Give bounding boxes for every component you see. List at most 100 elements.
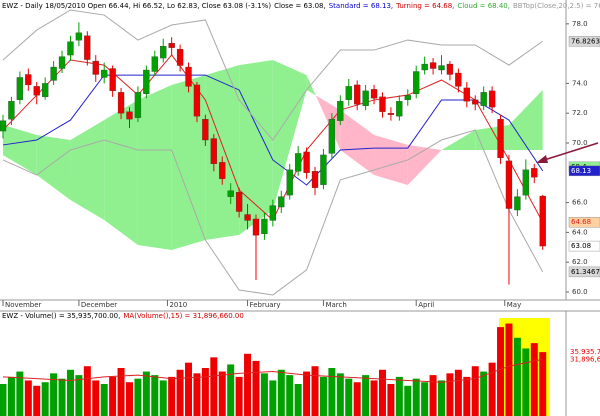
volume-bar [100,384,108,416]
volume-bar [328,368,336,416]
volume-bar [370,380,378,416]
x-tick-label: April [418,301,434,309]
candle-body [185,66,192,87]
volume-bar [522,348,530,416]
candle-body [396,101,403,117]
volume-bar [277,369,285,416]
candle-body [160,46,167,59]
candle-body [438,65,445,71]
volume-bar [294,384,302,416]
volume-bar [336,373,344,416]
candle-body [286,169,293,196]
cloud [3,124,37,176]
volume-panel: EWZ - Volume() = 35,935,700.00, MA(Volume… [0,312,547,416]
cloud [137,85,172,250]
candle-body [294,153,302,172]
volume-bar [50,373,58,416]
candle-body [531,168,538,178]
candle-body [168,43,175,48]
price-label-box [568,217,600,228]
volume-bar [488,362,496,416]
candle-body [539,195,546,247]
header-item: Standard = 68.13, [329,2,393,10]
candle-body [92,60,99,75]
volume-bar [151,375,159,416]
volume-bar [260,373,268,416]
volume-bar [446,373,454,416]
volume-bar [92,380,100,416]
price-label: 76.8263 [571,37,600,45]
cloud [508,89,543,150]
volume-bar [58,378,66,416]
volume-bar [463,376,471,416]
candle-body [455,72,462,87]
candle-body [446,63,454,75]
volume-bar [83,366,91,416]
x-tick-label: March [325,301,346,309]
volume-label: 31,896,660 [570,355,600,363]
candle-body [244,214,251,221]
volume-bar [412,378,420,416]
y-tick-label: 60.0 [572,288,588,296]
price-label-box [568,165,600,177]
volume-bar [454,369,462,416]
volume-bar [33,385,41,416]
cloud [36,134,71,201]
volume-bar [530,343,538,416]
candle-body [143,69,150,94]
cloud [374,134,408,186]
cloud [272,60,307,211]
cloud [340,110,375,176]
volume-bar [193,373,201,416]
price-label-box [568,266,600,278]
candle-body [101,69,108,78]
y-tick-label: 72.0 [572,109,588,117]
cloud [104,99,138,246]
y-tick-label: 66.0 [572,199,588,207]
cloud [205,65,240,240]
cloud [239,60,273,235]
price-label-box [568,36,600,47]
candle-body [117,92,125,114]
candle-body [328,119,336,154]
volume-bar [134,378,142,416]
volume-label-box [569,354,600,365]
candle-body [0,120,7,132]
volume-bar [185,362,193,416]
candle-body [522,169,529,196]
cloud [441,130,476,150]
candle-body [75,32,83,41]
header-item: BBTop(Close,20,2.5) = 76.83, [513,2,600,10]
candle-body [227,190,234,197]
candle-body [8,101,15,120]
candle-body [252,218,260,236]
volume-bar [244,353,252,416]
volume-bar [471,366,479,416]
indicator-line [2,74,544,186]
volume-bar [311,366,319,416]
candle-body [210,138,217,165]
header-item: EWZ - Daily 18/05/2010 Open 66.44, Hi 66… [2,2,271,10]
candle-body [33,86,40,96]
y-tick-label: 62.0 [572,258,588,266]
volume-bar [353,382,361,416]
volume-bar [0,384,7,416]
candle-body [413,71,420,94]
candle-body [151,56,158,72]
candle-body [379,96,386,112]
candle-body [320,154,327,185]
volume-bar [395,376,403,416]
volume-bar [286,375,294,416]
volume-bar [201,368,209,416]
volume-bar [24,380,32,416]
header-item: MA(Volume(),15) = 31,896,660.00 [123,312,243,320]
price-label: 63.08 [571,242,591,250]
candle-body [84,35,91,60]
volume-label: 35,935,700 [570,348,600,356]
y-tick-label: 78.0 [572,20,588,28]
volume-bar [269,380,277,416]
candle-body [303,151,310,173]
candle-body [429,62,437,69]
y-tick-label: 70.0 [572,139,588,147]
candle-body [497,119,504,159]
